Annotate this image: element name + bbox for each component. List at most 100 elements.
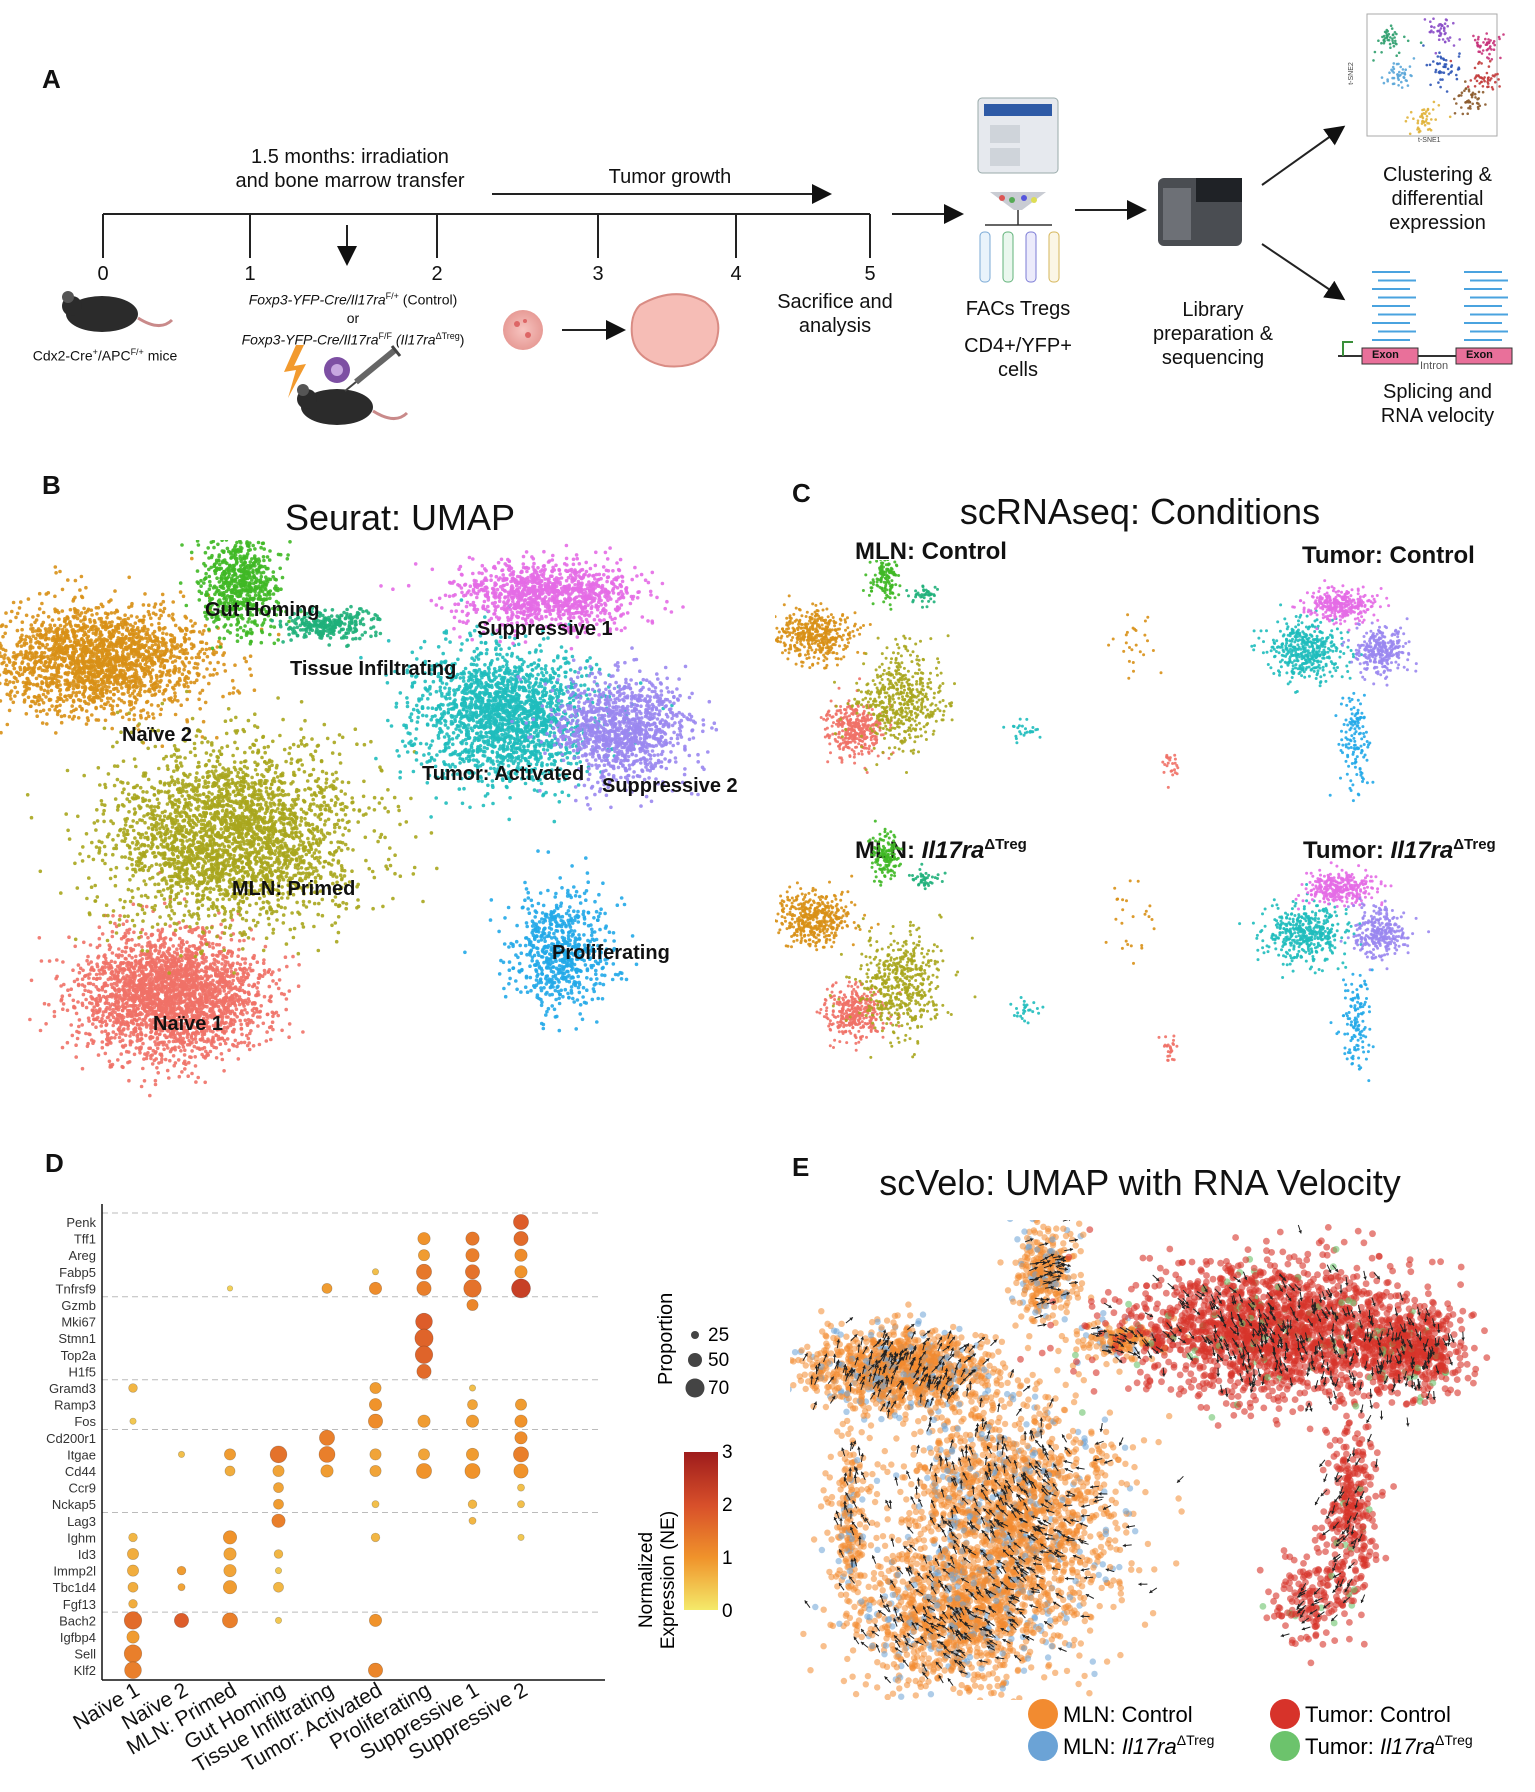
velocity-arrowhead: [1050, 1285, 1054, 1290]
velocity-arrowhead: [898, 1357, 902, 1361]
velocity-arrowhead: [1320, 1365, 1325, 1369]
gene-label: Fabp5: [59, 1265, 96, 1280]
velocity-arrowhead: [839, 1517, 843, 1521]
velocity-arrowhead: [951, 1461, 955, 1465]
velocity-arrowhead: [1111, 1345, 1115, 1349]
velocity-arrowhead: [993, 1339, 997, 1343]
velocity-arrowhead: [972, 1353, 976, 1357]
velocity-arrowhead: [1324, 1315, 1328, 1319]
velocity-arrowhead: [1301, 1339, 1305, 1344]
velocity-arrowhead: [962, 1368, 966, 1373]
velocity-arrowhead: [1339, 1491, 1343, 1495]
dot-Itgae: [465, 1447, 480, 1461]
velocity-arrowhead: [1212, 1299, 1216, 1303]
velocity-arrowhead: [886, 1408, 891, 1413]
velocity-arrowhead: [982, 1626, 986, 1630]
facs-text: FACs Tregs: [948, 297, 1088, 321]
velocity-arrowhead: [1354, 1505, 1358, 1509]
velocity-arrowhead: [1019, 1611, 1023, 1615]
velocity-arrowhead: [1338, 1495, 1343, 1499]
velocity-arrowhead: [1272, 1353, 1277, 1357]
velocity-arrowhead: [882, 1329, 887, 1333]
velocity-arrowhead: [922, 1606, 927, 1610]
velocity-arrowhead: [927, 1374, 932, 1379]
velocity-arrowhead: [1001, 1509, 1005, 1514]
velocity-arrowhead: [1411, 1322, 1415, 1326]
velocity-arrowhead: [1155, 1277, 1160, 1282]
velocity-arrowhead: [965, 1387, 970, 1391]
velocity-arrowhead: [900, 1356, 904, 1361]
velocity-arrowhead: [875, 1644, 880, 1648]
velocity-arrowhead: [1013, 1542, 1018, 1546]
velocity-arrowhead: [1040, 1503, 1045, 1507]
velocity-arrowhead: [1098, 1492, 1102, 1496]
velocity-arrowhead: [1355, 1462, 1359, 1466]
velocity-arrowhead: [1374, 1464, 1379, 1468]
velocity-arrowhead: [961, 1578, 965, 1582]
clustering-text: Clustering & differential expression: [1355, 163, 1520, 235]
velocity-arrowhead: [1122, 1338, 1126, 1343]
velocity-arrowhead: [1159, 1348, 1164, 1352]
velocity-arrowhead: [949, 1387, 953, 1392]
dot-Cd44: [224, 1465, 236, 1477]
dot-Bach2: [123, 1611, 143, 1630]
velocity-arrowhead: [832, 1353, 837, 1357]
velocity-arrowhead: [892, 1400, 896, 1405]
velocity-arrowhead: [1432, 1323, 1436, 1328]
velocity-arrowhead: [941, 1386, 946, 1390]
velocity-arrowhead: [918, 1498, 922, 1502]
velocity-arrowhead: [1044, 1452, 1048, 1456]
velocity-arrowhead: [1272, 1331, 1276, 1335]
velocity-arrowhead: [938, 1675, 942, 1679]
velocity-arrowhead: [967, 1457, 971, 1461]
velocity-arrowhead: [1424, 1343, 1428, 1348]
dot-Tnfrsf9: [321, 1283, 333, 1294]
velocity-arrowhead: [1043, 1260, 1047, 1265]
velocity-arrowhead: [1359, 1410, 1364, 1414]
cluster-label-naive-1: Naïve 1: [153, 1013, 223, 1035]
velocity-arrowhead: [1250, 1306, 1254, 1311]
velocity-arrowhead: [989, 1519, 993, 1524]
velocity-arrowhead: [1311, 1310, 1316, 1315]
velocity-arrowhead: [1043, 1532, 1047, 1537]
velocity-arrowhead: [1245, 1370, 1249, 1374]
velocity-arrowhead: [1064, 1267, 1068, 1271]
velocity-arrowhead: [861, 1513, 865, 1518]
velocity-arrowhead: [976, 1591, 981, 1595]
velocity-arrowhead: [1368, 1339, 1372, 1343]
velocity-arrowhead: [1007, 1485, 1011, 1490]
velocity-arrowhead: [916, 1444, 920, 1449]
velocity-arrowhead: [1031, 1515, 1035, 1519]
velocity-arrowhead: [1011, 1474, 1016, 1478]
velocity-arrowhead: [1232, 1330, 1237, 1334]
velocity-arrowhead: [1015, 1562, 1019, 1566]
velocity-arrowhead: [1319, 1463, 1323, 1467]
dot-Gramd3: [369, 1382, 382, 1394]
velocity-arrowhead: [936, 1633, 941, 1638]
velocity-arrowhead: [1130, 1329, 1134, 1333]
mice-label: Cdx2-Cre+/APCF/+ mice: [20, 340, 190, 368]
velocity-arrowhead: [1186, 1304, 1190, 1309]
velocity-arrowhead: [1225, 1343, 1229, 1348]
velocity-arrowhead: [1346, 1529, 1350, 1534]
velocity-arrowhead: [1418, 1337, 1423, 1341]
velocity-arrowhead: [1048, 1549, 1052, 1553]
velocity-arrowhead: [1126, 1524, 1130, 1529]
velocity-arrowhead: [996, 1519, 1000, 1523]
velocity-arrowhead: [868, 1373, 873, 1377]
velocity-arrowhead: [963, 1344, 967, 1348]
velocity-arrowhead: [1080, 1568, 1084, 1572]
velocity-arrowhead: [1233, 1300, 1237, 1305]
tick-label-4: 4: [721, 262, 751, 286]
velocity-arrowhead: [849, 1442, 854, 1446]
velocity-arrowhead: [930, 1499, 935, 1504]
velocity-arrowhead: [1055, 1593, 1060, 1597]
velocity-arrowhead: [1119, 1442, 1123, 1446]
velocity-arrowhead: [964, 1606, 968, 1610]
velocity-arrowhead: [1360, 1599, 1364, 1603]
velocity-arrowhead: [894, 1476, 898, 1481]
velocity-arrowhead: [1026, 1385, 1031, 1389]
velocity-arrowhead: [910, 1496, 914, 1500]
velocity-arrowhead: [915, 1640, 919, 1644]
velocity-arrowhead: [964, 1449, 969, 1453]
